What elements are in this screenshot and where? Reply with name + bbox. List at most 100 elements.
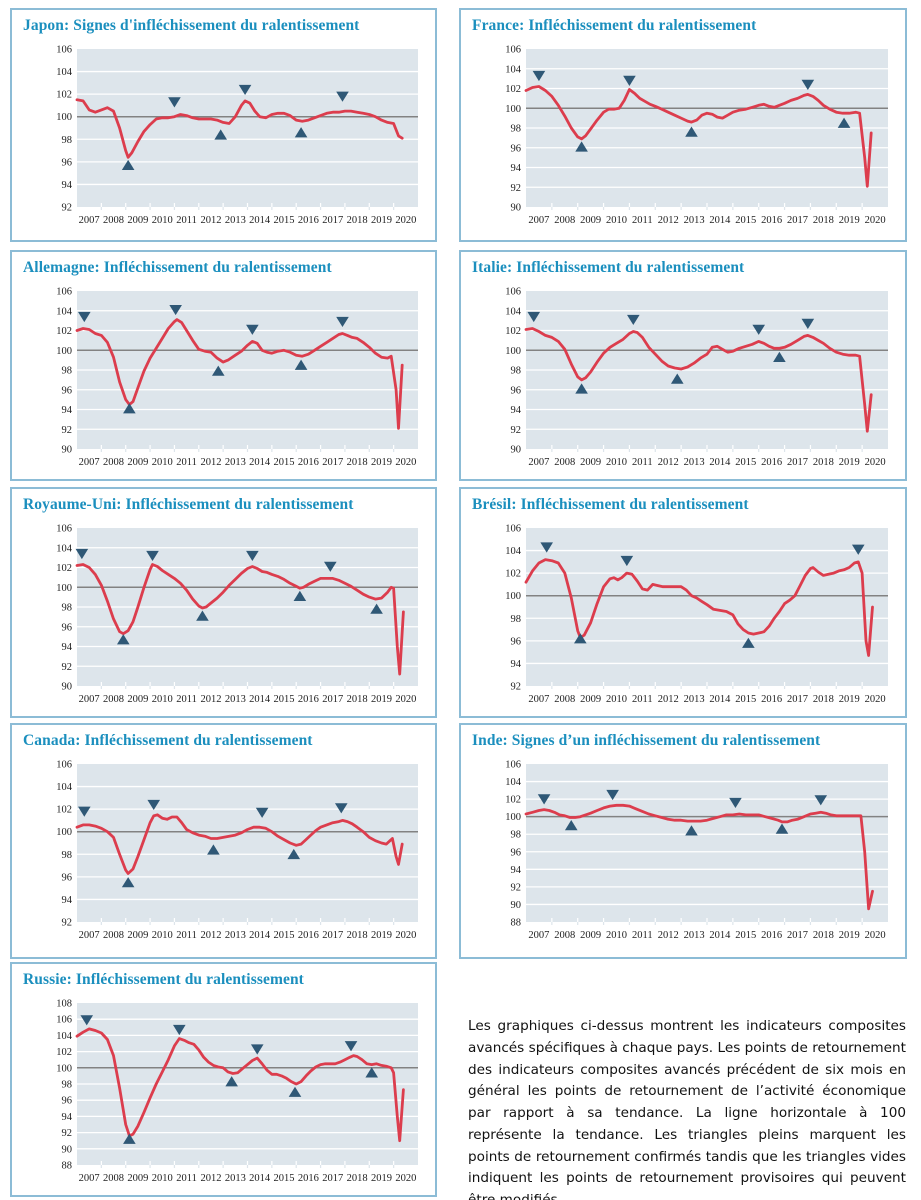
x-tick-notch (222, 1165, 224, 1168)
x-axis-label: 2020 (865, 694, 886, 705)
turning-point-down-triangle (851, 544, 865, 555)
x-axis-label: 2008 (103, 1173, 124, 1184)
chart-title-royaume-uni: Royaume-Uni: Infléchissement du ralentis… (23, 496, 354, 513)
y-axis-label: 102 (56, 326, 72, 337)
y-axis-label: 98 (511, 614, 522, 625)
y-axis-label: 104 (56, 543, 73, 554)
turning-point-up-triangle (294, 359, 308, 370)
x-axis-label: 2009 (127, 1173, 148, 1184)
x-tick-notch (368, 922, 370, 925)
x-axis-label: 2010 (606, 930, 627, 941)
x-tick-notch (125, 207, 127, 210)
turning-point-down-triangle (78, 311, 91, 323)
turning-point-up-triangle (564, 820, 578, 831)
cli-series-line (75, 813, 404, 875)
turning-point-down-triangle (238, 84, 252, 96)
y-axis-label: 96 (62, 157, 73, 168)
x-tick-notch (706, 686, 708, 689)
cli-series-line (524, 558, 874, 657)
y-axis-label: 102 (505, 569, 521, 580)
x-tick-notch (680, 922, 682, 925)
turning-point-down-triangle (620, 555, 634, 567)
x-axis-label: 2020 (395, 457, 416, 468)
line-chart-svg: 90 92 94 96 98 100 102 104 106 2007 2008 2009 2010 20… (505, 45, 888, 226)
y-axis-label: 90 (62, 1144, 73, 1155)
chart-panel-japon: Japon: Signes d'infléchissement du ralen… (10, 8, 437, 242)
x-axis-label: 2012 (200, 457, 221, 468)
y-axis-label: 106 (505, 287, 521, 298)
x-tick-notch (628, 449, 631, 452)
y-axis-label: 94 (62, 180, 73, 191)
line-chart-svg: 92 94 96 98 100 102 104 106 2007 2008 2009 2010 2011… (505, 524, 888, 705)
y-axis-label: 92 (62, 918, 73, 929)
x-tick-notch (246, 449, 249, 452)
x-tick-notch (125, 449, 127, 452)
y-axis-label: 104 (56, 67, 73, 78)
turning-point-down-triangle (146, 550, 159, 562)
y-axis-label: 106 (56, 287, 72, 298)
x-axis-label: 2008 (103, 215, 124, 226)
y-axis-label: 94 (62, 1112, 73, 1123)
x-tick-notch (861, 207, 863, 210)
x-axis-label: 2014 (249, 457, 271, 468)
x-axis-label: 2014 (709, 215, 731, 226)
x-axis-label: 2012 (200, 215, 221, 226)
y-axis-label: 104 (505, 777, 522, 788)
x-tick-notch (809, 449, 812, 452)
x-tick-notch (344, 449, 346, 452)
turning-point-down-triangle (169, 304, 182, 316)
x-tick-notch (602, 449, 605, 452)
x-tick-notch (732, 449, 734, 452)
x-axis-label: 2011 (176, 215, 197, 226)
x-axis-label: 2020 (865, 215, 886, 226)
x-axis-label: 2013 (225, 457, 246, 468)
y-axis-label: 104 (505, 64, 522, 75)
x-tick-notch (173, 686, 176, 689)
chart-panel-canada: Canada: Infléchissement du ralentissemen… (10, 723, 437, 959)
x-axis-label: 2008 (103, 694, 124, 705)
y-axis-label: 96 (511, 385, 522, 396)
plot-area (526, 764, 888, 922)
y-axis-label: 90 (511, 900, 522, 911)
y-axis-label: 96 (62, 385, 73, 396)
x-tick-notch (198, 449, 200, 452)
x-axis-label: 2014 (249, 1173, 271, 1184)
y-axis-label: 94 (511, 865, 522, 876)
x-tick-notch (149, 1165, 151, 1168)
y-axis-label: 92 (511, 682, 522, 693)
plot-area (77, 764, 418, 922)
chart-title-bresil: Brésil: Infléchissement du ralentissemen… (472, 496, 749, 513)
x-axis-label: 2019 (839, 694, 860, 705)
x-tick-notch (706, 207, 708, 210)
y-axis-label: 100 (505, 812, 521, 823)
x-axis-label: 2013 (225, 694, 246, 705)
turning-point-up-triangle (574, 633, 587, 644)
x-tick-notch (861, 449, 863, 452)
x-tick-notch (271, 922, 273, 925)
turning-point-up-triangle (775, 823, 789, 834)
y-axis-label: 94 (511, 405, 522, 416)
y-axis-label: 96 (511, 847, 522, 858)
turning-point-down-triangle (336, 91, 349, 102)
turning-point-down-triangle (801, 79, 815, 90)
turning-point-down-triangle (147, 799, 161, 811)
cli-series-line (524, 327, 873, 433)
x-tick-notch (173, 1165, 176, 1168)
x-axis-label: 2017 (322, 1173, 343, 1184)
x-tick-notch (393, 1165, 395, 1168)
x-tick-notch (319, 207, 322, 210)
x-axis-label: 2011 (632, 930, 653, 941)
x-tick-notch (368, 449, 370, 452)
turning-point-up-triangle (294, 127, 308, 138)
x-tick-notch (368, 1165, 370, 1168)
y-axis-label: 92 (511, 425, 522, 436)
x-axis-label: 2016 (761, 215, 782, 226)
x-tick-notch (173, 207, 176, 210)
x-tick-notch (100, 1165, 102, 1168)
x-axis-label: 2013 (684, 215, 705, 226)
y-axis-label: 100 (505, 591, 521, 602)
x-tick-notch (654, 207, 656, 210)
x-tick-notch (319, 449, 322, 452)
x-axis-label: 2007 (528, 930, 549, 941)
